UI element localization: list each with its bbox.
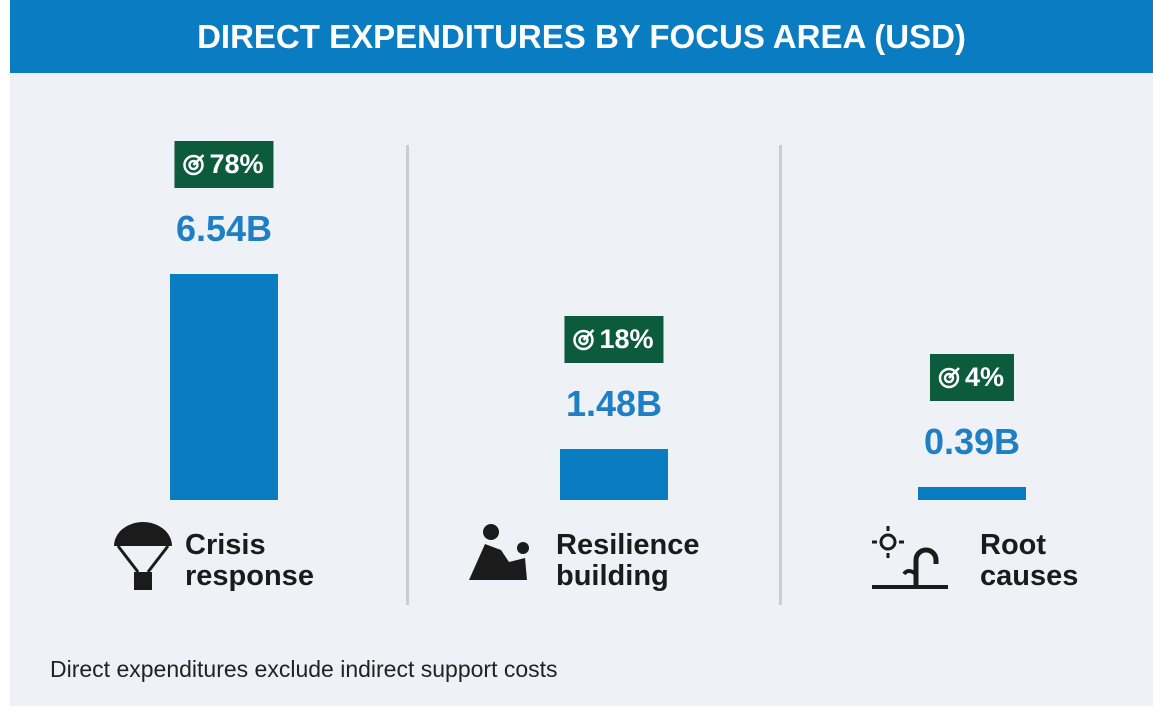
share-badge: 18% — [564, 315, 664, 363]
chart-title: DIRECT EXPENDITURES BY FOCUS AREA (USD) — [10, 0, 1153, 73]
share-badge: 78% — [174, 140, 274, 188]
category-label: Crisis response — [185, 529, 314, 592]
share-label: 4% — [964, 361, 1005, 392]
footnote: Direct expenditures exclude indirect sup… — [50, 656, 558, 682]
value-label: 6.54B — [175, 207, 273, 249]
bar — [918, 486, 1026, 500]
category-label: Resilience building — [556, 529, 700, 592]
divider — [779, 145, 782, 605]
share-badge: 4% — [929, 353, 1015, 401]
root-icon — [872, 526, 948, 589]
bar — [560, 448, 668, 500]
share-label: 78% — [209, 148, 264, 179]
category-label: Root causes — [980, 529, 1079, 592]
building-icon — [469, 524, 529, 580]
bar — [170, 273, 278, 500]
divider — [406, 145, 409, 605]
parachute-icon — [114, 522, 172, 590]
value-label: 0.39B — [923, 420, 1021, 462]
value-label: 1.48B — [565, 382, 663, 424]
infographic: DIRECT EXPENDITURES BY FOCUS AREA (USD) … — [10, 0, 1153, 706]
share-label: 18% — [599, 323, 654, 354]
